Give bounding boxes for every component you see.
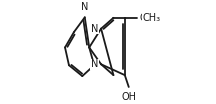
Text: N: N <box>81 2 89 12</box>
Text: N: N <box>91 24 98 34</box>
Text: O: O <box>139 13 147 23</box>
Text: N: N <box>91 59 98 69</box>
Text: OH: OH <box>121 92 136 102</box>
Text: CH₃: CH₃ <box>143 13 161 23</box>
